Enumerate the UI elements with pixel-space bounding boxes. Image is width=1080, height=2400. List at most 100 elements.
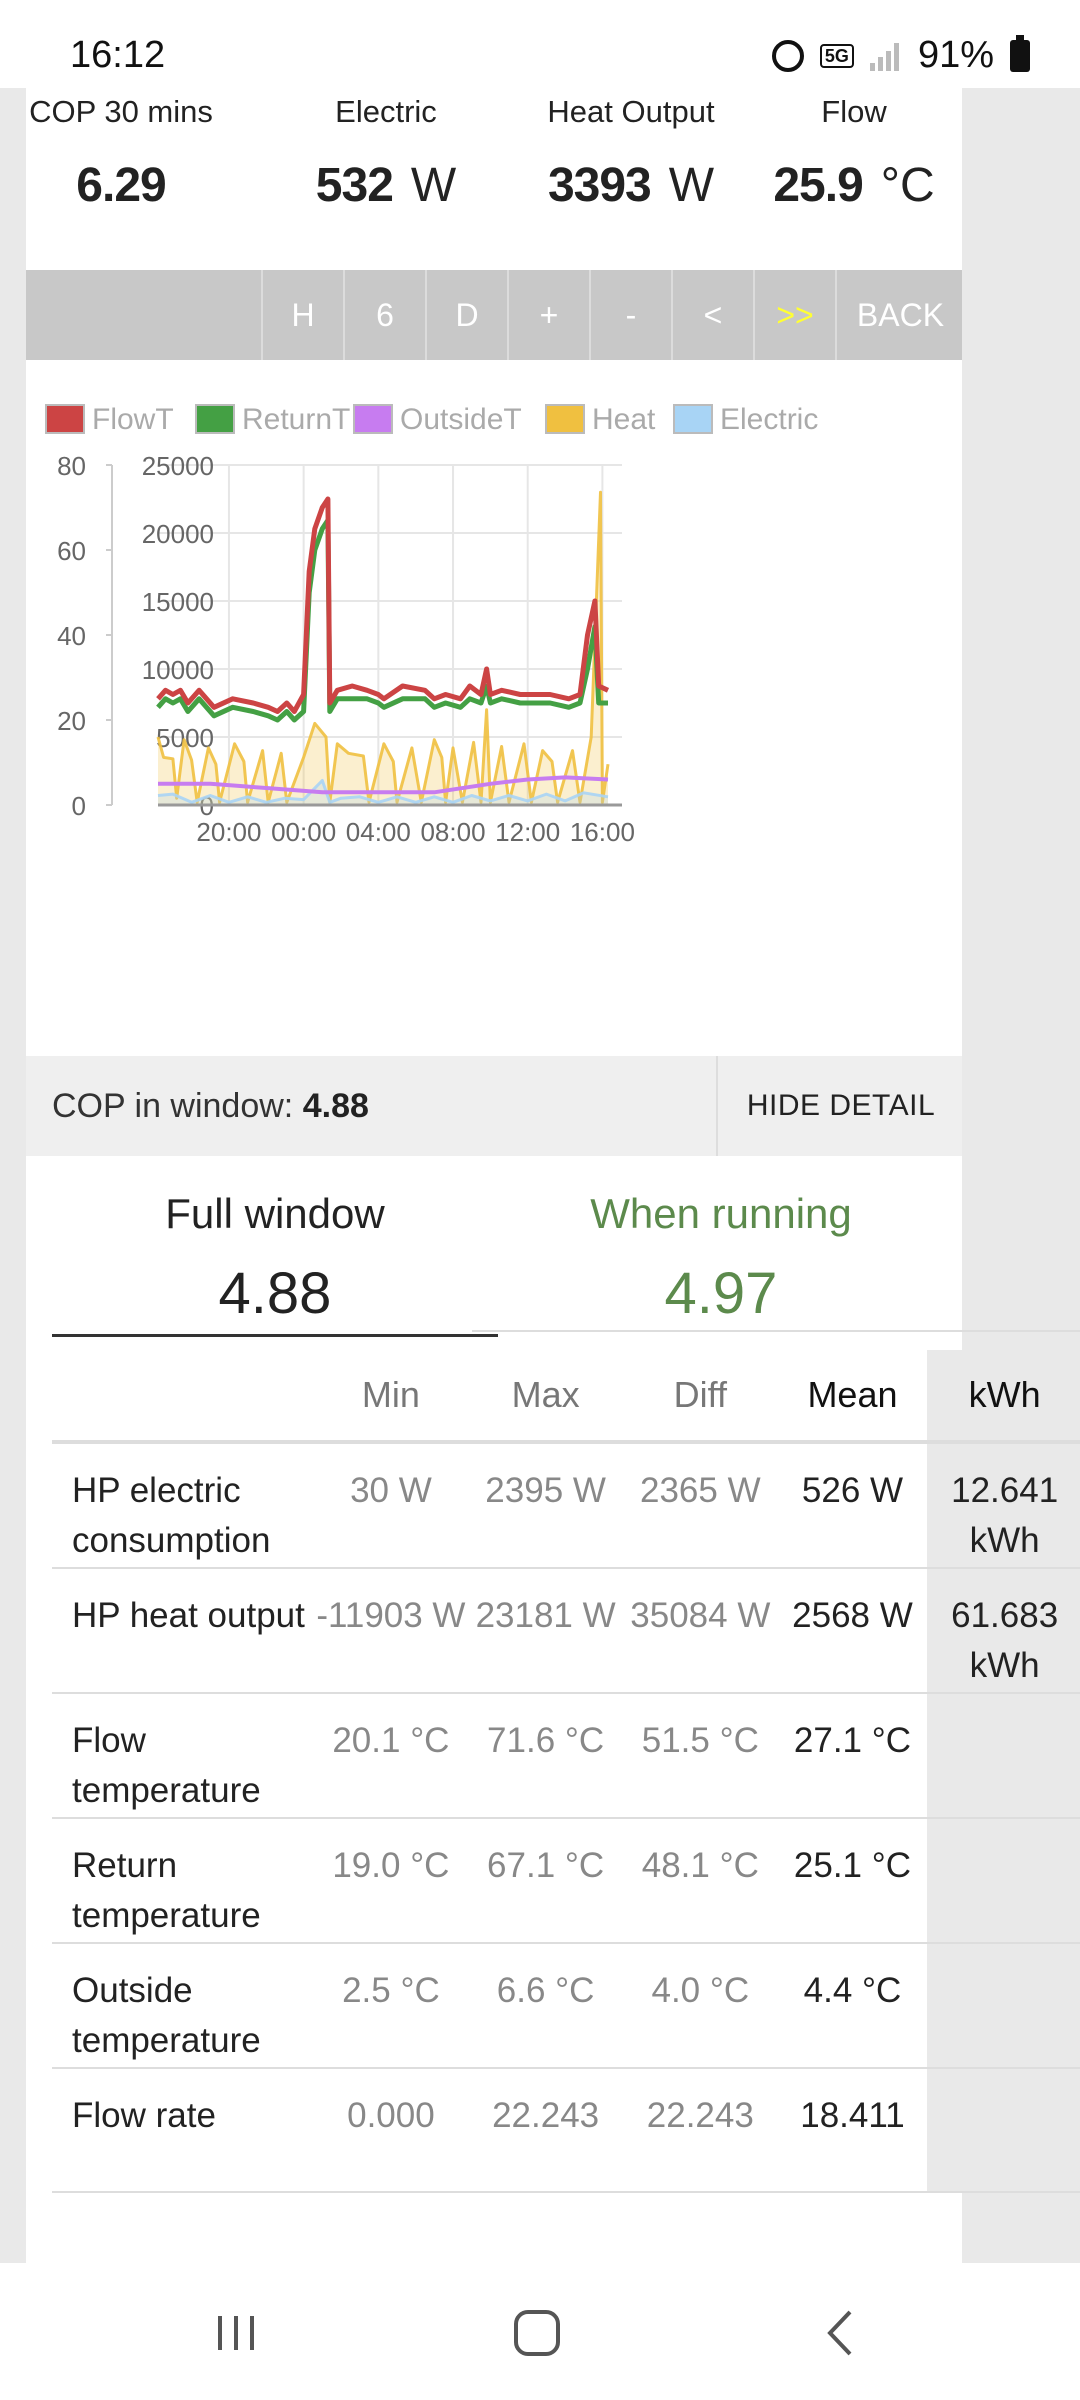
table-row: Return temperature 19.0 °C 67.1 °C 48.1 °C 2… xyxy=(52,1818,1080,1944)
x-axis-label: 20:00 xyxy=(196,817,261,847)
tab-when-running[interactable]: When running 4.97 xyxy=(498,1180,944,1334)
x-axis-label: 08:00 xyxy=(420,817,485,847)
left-axis-label: 20 xyxy=(57,706,86,736)
battery-percent: 91% xyxy=(917,34,994,76)
row-label: HP heat output xyxy=(52,1568,314,1694)
hour-button[interactable]: H xyxy=(261,270,343,360)
right-axis-label: 25000 xyxy=(142,451,214,481)
cell-diff: 4.0 °C xyxy=(622,1943,778,2069)
legend-label-flowt: FlowT xyxy=(92,403,174,436)
series-line-flowt xyxy=(156,496,610,714)
stats-table: Min Max Diff Mean kWh HP electric consum… xyxy=(52,1350,1080,2193)
cell-kwh xyxy=(927,1943,1080,2069)
legend-swatch-outsidet xyxy=(353,404,393,434)
cell-max: 6.6 °C xyxy=(468,1943,623,2069)
navigation-bar xyxy=(0,2263,1080,2400)
summary-value: 6.29 xyxy=(76,159,166,212)
day-button[interactable]: D xyxy=(425,270,507,360)
cell-max: 67.1 °C xyxy=(468,1818,623,1944)
cell-min: -11903 W xyxy=(313,1568,469,1694)
network-5g-icon: 5G xyxy=(819,43,854,68)
cell-diff: 48.1 °C xyxy=(622,1818,778,1944)
cop-window-bar: COP in window: 4.88 HIDE DETAIL xyxy=(26,1056,962,1156)
row-label: Return temperature xyxy=(52,1818,314,1944)
right-axis-label: 10000 xyxy=(142,655,214,685)
legend-swatch-returnt xyxy=(195,404,235,434)
pan-left-button[interactable]: < xyxy=(671,270,753,360)
tab-label: When running xyxy=(590,1190,852,1237)
cell-max: 71.6 °C xyxy=(468,1693,623,1819)
summary-label: COP 30 mins xyxy=(29,94,213,129)
cop-window-text: COP in window: 4.88 xyxy=(52,1056,369,1156)
summary-unit: °C xyxy=(880,159,935,212)
pan-right-button[interactable]: >> xyxy=(753,270,835,360)
cell-diff: 51.5 °C xyxy=(622,1693,778,1819)
cell-max: 22.243 xyxy=(468,2068,623,2193)
zoom-in-button[interactable]: + xyxy=(507,270,589,360)
x-axis-label: 16:00 xyxy=(570,817,635,847)
series-line-outsidet xyxy=(158,775,609,795)
cell-kwh xyxy=(927,2068,1080,2193)
legend-label-electric: Electric xyxy=(720,403,818,436)
chart-area: FlowT ReturnT OutsideT Heat Electric 0 20 40 60 8… xyxy=(26,383,962,1048)
cell-min: 19.0 °C xyxy=(313,1818,469,1944)
left-axis-label: 0 xyxy=(72,791,86,821)
zoom-out-button[interactable]: - xyxy=(589,270,671,360)
left-axis-label: 60 xyxy=(57,536,86,566)
status-time: 16:12 xyxy=(70,34,166,76)
row-label: HP electric consumption xyxy=(52,1442,314,1569)
cell-min: 2.5 °C xyxy=(313,1943,469,2069)
series-area-electric xyxy=(158,780,608,805)
summary-electric: Electric 532 W xyxy=(276,88,496,213)
status-bar: 16:12 5G 91% xyxy=(0,0,1080,88)
cell-min: 30 W xyxy=(313,1442,469,1569)
table-row: Outside temperature 2.5 °C 6.6 °C 4.0 °C 4.4… xyxy=(52,1943,1080,2069)
table-row: HP heat output -11903 W 23181 W 35084 W 2568… xyxy=(52,1568,1080,1694)
x-axis-label: 12:00 xyxy=(495,817,560,847)
cell-diff: 2365 W xyxy=(622,1442,778,1569)
legend-swatch-heat xyxy=(545,404,585,434)
tab-value: 4.97 xyxy=(664,1261,778,1326)
left-axis-label: 40 xyxy=(57,621,86,651)
cell-kwh: 61.683 kWh xyxy=(927,1568,1080,1694)
summary-value: 25.9 xyxy=(773,159,863,212)
tab-full-window[interactable]: Full window 4.88 xyxy=(52,1180,498,1337)
recent-apps-button[interactable] xyxy=(196,2303,276,2363)
signal-icon xyxy=(869,41,902,71)
cell-min: 20.1 °C xyxy=(313,1693,469,1819)
status-icons: 5G 91% xyxy=(771,34,1030,77)
series-line-returnt xyxy=(156,517,608,723)
row-label: Outside temperature xyxy=(52,1943,314,2069)
summary-heat-output: Heat Output 3393 W xyxy=(506,88,756,213)
cell-max: 23181 W xyxy=(468,1568,623,1694)
six-hour-button[interactable]: 6 xyxy=(343,270,425,360)
legend-label-heat: Heat xyxy=(592,403,656,436)
cop-window-value: 4.88 xyxy=(302,1087,369,1125)
heatpump-chart[interactable]: FlowT ReturnT OutsideT Heat Electric 0 20 40 60 8… xyxy=(26,383,962,1048)
cell-kwh xyxy=(927,1818,1080,1944)
cell-mean: 27.1 °C xyxy=(777,1693,928,1819)
page-content: COP 30 mins 6.29 Electric 532 W Heat Outp… xyxy=(26,88,1080,2263)
summary-label: Flow xyxy=(821,94,887,129)
home-button[interactable] xyxy=(498,2303,578,2363)
hide-detail-button[interactable]: HIDE DETAIL xyxy=(716,1056,964,1156)
time-toolbar: H 6 D + - < >> BACK xyxy=(26,270,962,360)
back-button[interactable]: BACK xyxy=(835,270,964,360)
back-nav-button[interactable] xyxy=(800,2303,880,2363)
legend-swatch-electric xyxy=(673,404,713,434)
summary-unit: W xyxy=(668,159,715,212)
home-icon xyxy=(514,2310,560,2356)
column-header-max: Max xyxy=(468,1350,623,1444)
cell-mean: 4.4 °C xyxy=(777,1943,928,2069)
alarm-icon xyxy=(771,39,804,72)
row-label: Flow rate xyxy=(52,2068,314,2193)
cell-mean: 25.1 °C xyxy=(777,1818,928,1944)
column-header-diff: Diff xyxy=(622,1350,778,1444)
cell-min: 0.000 xyxy=(313,2068,469,2193)
column-header-mean: Mean xyxy=(777,1350,928,1444)
x-axis-label: 00:00 xyxy=(271,817,336,847)
table-row: Flow temperature 20.1 °C 71.6 °C 51.5 °C 27.… xyxy=(52,1693,1080,1819)
column-header-label xyxy=(52,1350,314,1444)
summary-value: 532 xyxy=(315,159,394,212)
